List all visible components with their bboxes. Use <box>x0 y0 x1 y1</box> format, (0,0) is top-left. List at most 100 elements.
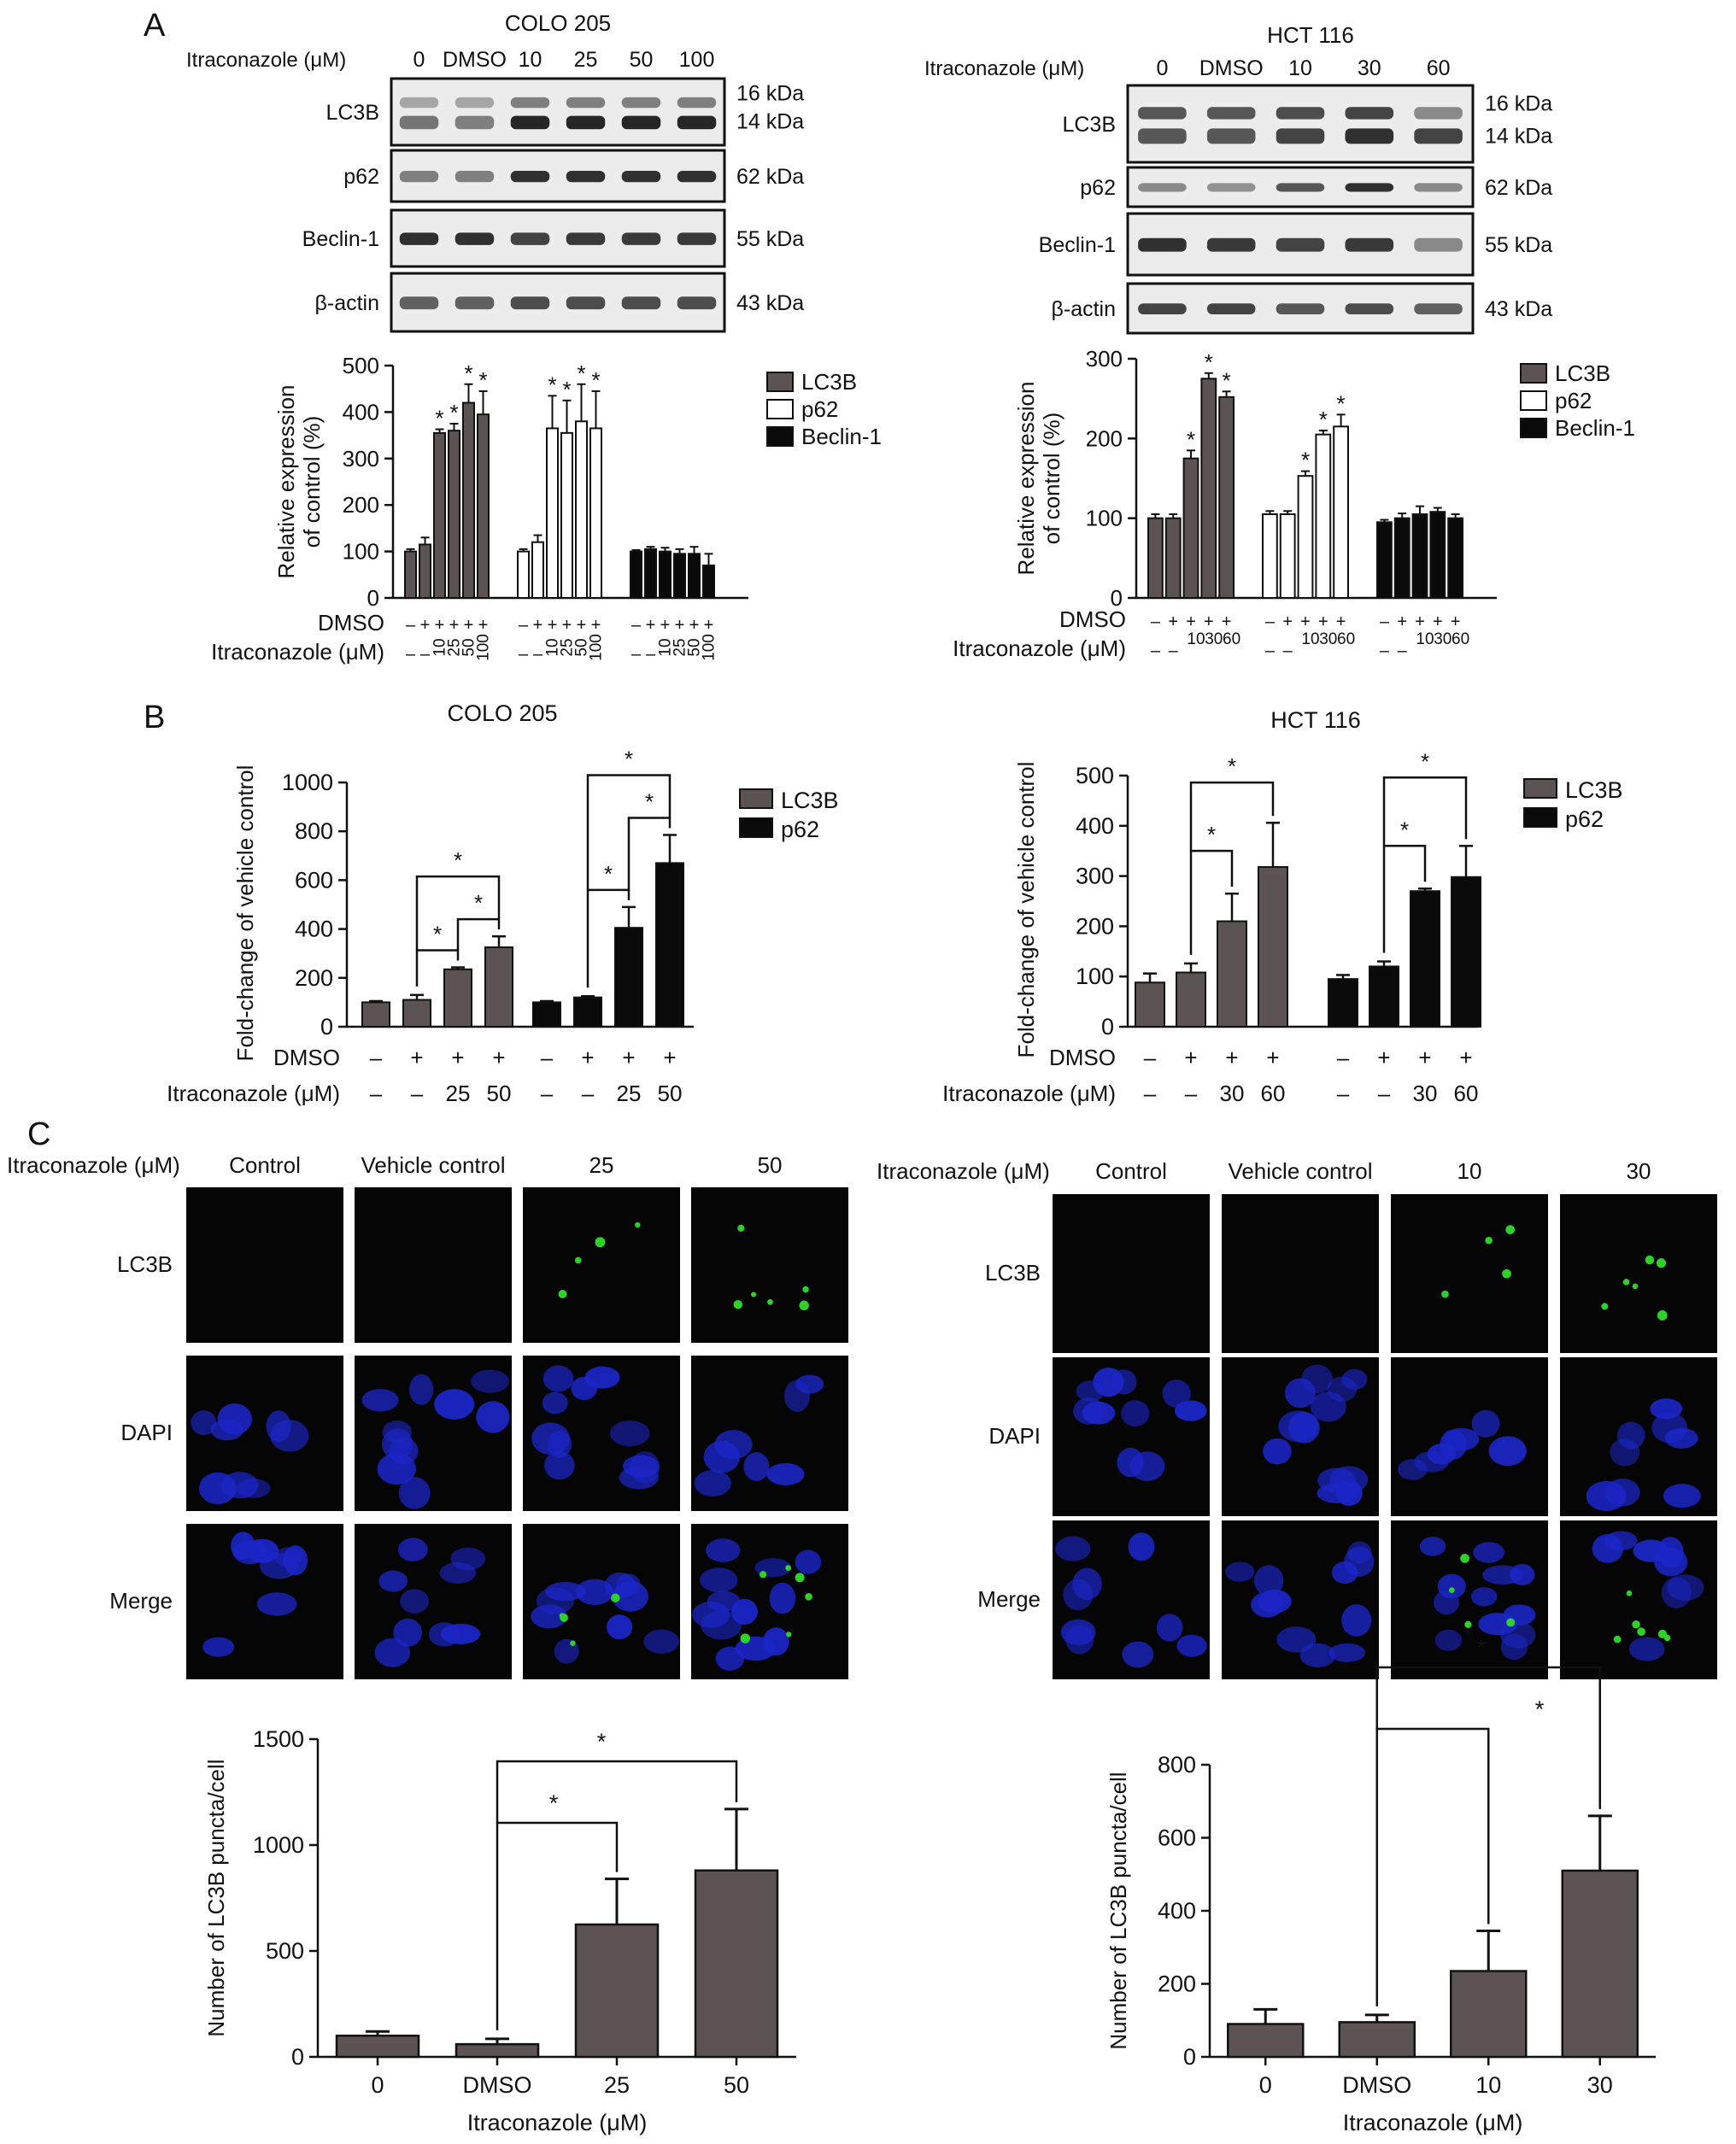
microscopy-column-label: Vehicle control <box>1228 1158 1372 1184</box>
blot-band <box>1138 107 1187 120</box>
dmso-mark: + <box>646 616 656 635</box>
dapi-nucleus <box>1060 1619 1096 1646</box>
legend-swatch <box>1520 390 1547 411</box>
lc3b-puncta <box>1506 1618 1516 1627</box>
dapi-nucleus <box>1414 1451 1449 1473</box>
significance-asterisk: * <box>449 400 458 425</box>
significance-bracket <box>1375 1666 1601 1809</box>
dmso-mark: + <box>704 616 714 635</box>
itraconazole-dose: – <box>370 1081 383 1106</box>
blot-band <box>455 171 495 183</box>
bar <box>1164 517 1182 600</box>
itraconazole-label: Itraconazole (μM) <box>7 1152 180 1178</box>
bar <box>673 553 686 600</box>
dapi-nucleus <box>237 1479 271 1498</box>
lc3b-puncta <box>802 1286 809 1293</box>
y-tick-label: 400 <box>1076 813 1114 839</box>
significance-bracket <box>415 949 460 987</box>
blot-band <box>677 115 717 130</box>
blot-band <box>399 97 439 108</box>
dapi-nucleus <box>623 1455 660 1478</box>
dapi-nucleus <box>1162 1379 1191 1408</box>
dapi-nucleus <box>1473 1542 1505 1563</box>
significance-asterisk: * <box>597 1729 607 1754</box>
y-tick-label: 0 <box>291 2044 304 2070</box>
itraconazole-dose: – <box>406 645 416 664</box>
blot-band <box>566 232 606 245</box>
itraconazole-dose: 30 <box>1319 630 1337 648</box>
bar <box>402 999 431 1028</box>
blot-band <box>621 97 661 108</box>
dapi-nucleus <box>1225 1561 1255 1582</box>
bar <box>1328 978 1358 1028</box>
dapi-nucleus <box>531 1604 567 1629</box>
micrograph <box>1560 1194 1717 1353</box>
itraconazole-row-label: Itraconazole (μM) <box>942 1081 1116 1106</box>
significance-asterisk: * <box>562 377 571 402</box>
lc3b-puncta <box>570 1640 576 1646</box>
blot-cell-line-title: HCT 116 <box>1267 22 1354 48</box>
itraconazole-dose: 60 <box>1452 630 1469 648</box>
bar <box>1217 920 1247 1028</box>
legend-label: LC3B <box>781 788 839 813</box>
bar <box>477 413 490 599</box>
dapi-nucleus <box>1586 1480 1627 1512</box>
dmso-mark: + <box>533 616 543 635</box>
itraconazole-row-label: Itraconazole (μM) <box>953 636 1126 661</box>
significance-asterisk: * <box>549 1790 559 1816</box>
significance-bracket <box>1375 1727 1490 2006</box>
y-axis-title: of control (%) <box>1039 413 1064 545</box>
dapi-nucleus <box>1434 1590 1460 1615</box>
dapi-nucleus <box>1121 1400 1150 1427</box>
dmso-mark: + <box>449 616 460 635</box>
bar <box>1262 513 1278 599</box>
legend-label: LC3B <box>801 369 857 395</box>
microscopy-row-label: Merge <box>977 1586 1041 1612</box>
molecular-weight-label: 62 kDa <box>1485 176 1552 200</box>
itraconazole-label: Itraconazole (μM) <box>186 49 346 72</box>
lc3b-puncta <box>1632 1620 1640 1629</box>
bar <box>573 996 602 1028</box>
dapi-nucleus <box>1604 1531 1638 1551</box>
dapi-nucleus <box>374 1637 411 1667</box>
blot-band <box>677 171 717 183</box>
dmso-mark: – <box>519 616 529 635</box>
bar <box>1227 2023 1305 2059</box>
dapi-nucleus <box>1122 1641 1154 1668</box>
y-tick-label: 0 <box>320 1014 333 1040</box>
bar <box>589 427 602 599</box>
microscopy-column-label: 50 <box>758 1152 783 1178</box>
dmso-mark: + <box>548 616 558 635</box>
x-tick-label: 0 <box>1259 2072 1272 2098</box>
itraconazole-dose: 30 <box>1220 1081 1245 1106</box>
dapi-nucleus <box>542 1391 568 1415</box>
dapi-nucleus <box>1156 1614 1183 1642</box>
significance-bracket <box>496 1760 738 1823</box>
itraconazole-dose: 100 <box>701 634 718 661</box>
y-axis-title: Number of LC3B puncta/cell <box>1106 1772 1131 2049</box>
chart-title: COLO 205 <box>447 700 557 726</box>
y-tick-label: 200 <box>343 492 379 518</box>
blot-band <box>1414 128 1463 144</box>
significance-bracket <box>415 875 501 951</box>
dapi-nucleus <box>1276 1626 1317 1653</box>
y-tick-label: 0 <box>367 585 379 611</box>
y-axis-title: Number of LC3B puncta/cell <box>203 1759 229 2036</box>
x-axis-title: Itraconazole (μM) <box>467 2110 648 2135</box>
chart-title: HCT 116 <box>1270 707 1361 733</box>
significance-asterisk: * <box>1223 367 1231 393</box>
lane-label: DMSO <box>1199 56 1264 80</box>
lc3b-puncta <box>1441 1290 1449 1298</box>
dapi-nucleus <box>731 1598 758 1625</box>
blot-band <box>566 115 606 130</box>
bar <box>433 431 446 599</box>
micrograph <box>523 1187 680 1343</box>
itraconazole-dose: 60 <box>1337 630 1355 648</box>
x-tick-label: 50 <box>724 2072 749 2098</box>
significance-bracket <box>586 888 630 988</box>
y-tick-label: 100 <box>1086 506 1123 531</box>
bar <box>1411 513 1428 599</box>
lc3b-puncta <box>1449 1587 1455 1593</box>
itraconazole-dose: 60 <box>1223 630 1240 648</box>
lc3b-puncta <box>740 1633 751 1643</box>
